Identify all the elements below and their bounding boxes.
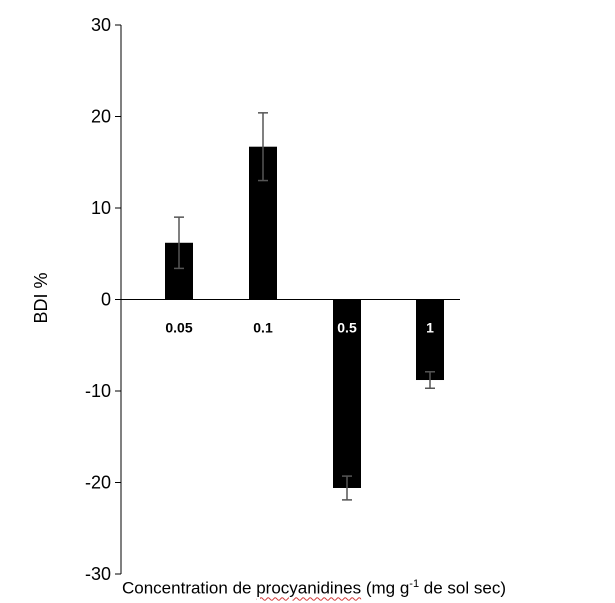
y-tick-label: 0	[101, 290, 111, 310]
y-axis-label: BDI %	[31, 272, 51, 323]
y-tick-label: 10	[91, 198, 111, 218]
bar	[416, 299, 444, 381]
bar	[333, 299, 361, 488]
bars	[165, 146, 444, 488]
y-tick-label: 20	[91, 107, 111, 127]
x-axis-label-post: de sol sec)	[419, 578, 507, 598]
category-label: 0.05	[165, 320, 192, 336]
y-tick-label: -20	[85, 473, 111, 493]
category-label: 0.5	[337, 320, 357, 336]
y-tick-label: -10	[85, 381, 111, 401]
axes: -30 -20 -10 0 10 20 30	[85, 15, 460, 584]
y-tick-label: -30	[85, 564, 111, 584]
x-axis-label: Concentration de procyanidines (mg g-1 d…	[122, 578, 506, 599]
category-labels: 0.05 0.1 0.5 1	[165, 320, 434, 336]
category-label: 0.1	[253, 320, 273, 336]
x-axis-label-mid: (mg g	[361, 578, 410, 598]
x-axis-label-underlined: procyanidines	[256, 578, 362, 598]
y-tick-label: 30	[91, 15, 111, 35]
category-label: 1	[426, 320, 434, 336]
x-axis-label-sup: -1	[409, 578, 420, 590]
x-axis-label-pre: Concentration de	[122, 578, 257, 598]
error-bars	[174, 112, 435, 501]
